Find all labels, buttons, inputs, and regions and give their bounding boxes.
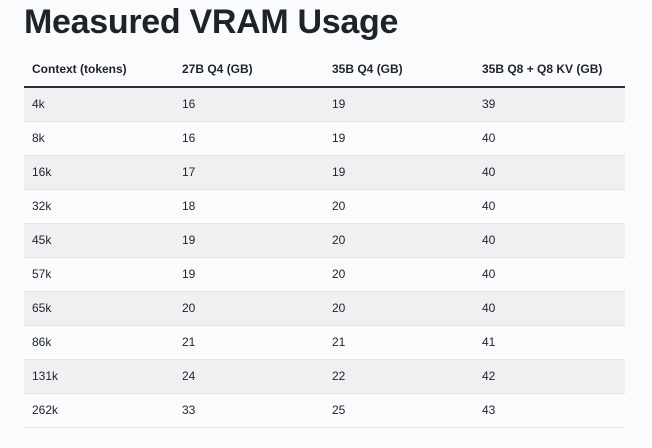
cell-35b-q4: 20 xyxy=(324,291,474,326)
cell-35b-q8-kv: 40 xyxy=(474,121,625,156)
cell-35b-q8-kv: 40 xyxy=(474,189,625,224)
cell-context: 45k xyxy=(24,223,174,258)
cell-35b-q8-kv: 40 xyxy=(474,291,625,326)
cell-27b-q4: 18 xyxy=(174,189,324,224)
cell-27b-q4: 16 xyxy=(174,121,324,156)
table-row: 131k 24 22 42 xyxy=(24,359,625,394)
cell-35b-q4: 21 xyxy=(324,325,474,360)
cell-27b-q4: 24 xyxy=(174,359,324,394)
table-row: 262k 33 25 43 xyxy=(24,393,625,428)
cell-35b-q8-kv: 43 xyxy=(474,393,625,428)
cell-35b-q8-kv: 40 xyxy=(474,257,625,292)
cell-context: 32k xyxy=(24,189,174,224)
table-row: 86k 21 21 41 xyxy=(24,325,625,360)
cell-35b-q4: 20 xyxy=(324,189,474,224)
table-row: 4k 16 19 39 xyxy=(24,87,625,122)
vram-usage-table: Context (tokens) 27B Q4 (GB) 35B Q4 (GB)… xyxy=(24,52,625,428)
cell-27b-q4: 17 xyxy=(174,155,324,190)
cell-context: 4k xyxy=(24,87,174,122)
cell-35b-q4: 20 xyxy=(324,257,474,292)
cell-context: 131k xyxy=(24,359,174,394)
table-row: 57k 19 20 40 xyxy=(24,257,625,292)
column-header-35b-q8-kv: 35B Q8 + Q8 KV (GB) xyxy=(474,52,625,88)
cell-context: 65k xyxy=(24,291,174,326)
column-header-35b-q4: 35B Q4 (GB) xyxy=(324,52,474,88)
cell-27b-q4: 21 xyxy=(174,325,324,360)
column-header-context: Context (tokens) xyxy=(24,52,174,88)
column-header-27b-q4: 27B Q4 (GB) xyxy=(174,52,324,88)
cell-27b-q4: 19 xyxy=(174,223,324,258)
cell-35b-q8-kv: 41 xyxy=(474,325,625,360)
cell-context: 8k xyxy=(24,121,174,156)
cell-35b-q4: 19 xyxy=(324,155,474,190)
cell-context: 16k xyxy=(24,155,174,190)
cell-35b-q4: 20 xyxy=(324,223,474,258)
cell-35b-q8-kv: 40 xyxy=(474,155,625,190)
table-row: 16k 17 19 40 xyxy=(24,155,625,190)
table-row: 8k 16 19 40 xyxy=(24,121,625,156)
cell-35b-q4: 22 xyxy=(324,359,474,394)
cell-27b-q4: 20 xyxy=(174,291,324,326)
cell-context: 86k xyxy=(24,325,174,360)
cell-35b-q4: 25 xyxy=(324,393,474,428)
cell-35b-q8-kv: 42 xyxy=(474,359,625,394)
cell-35b-q8-kv: 40 xyxy=(474,223,625,258)
table-row: 32k 18 20 40 xyxy=(24,189,625,224)
cell-context: 262k xyxy=(24,393,174,428)
cell-35b-q8-kv: 39 xyxy=(474,87,625,122)
cell-27b-q4: 19 xyxy=(174,257,324,292)
cell-35b-q4: 19 xyxy=(324,121,474,156)
cell-context: 57k xyxy=(24,257,174,292)
page-title: Measured VRAM Usage xyxy=(24,3,399,41)
table-row: 45k 19 20 40 xyxy=(24,223,625,258)
table-header-row: Context (tokens) 27B Q4 (GB) 35B Q4 (GB)… xyxy=(24,52,625,88)
table-row: 65k 20 20 40 xyxy=(24,291,625,326)
cell-27b-q4: 16 xyxy=(174,87,324,122)
cell-35b-q4: 19 xyxy=(324,87,474,122)
cell-27b-q4: 33 xyxy=(174,393,324,428)
